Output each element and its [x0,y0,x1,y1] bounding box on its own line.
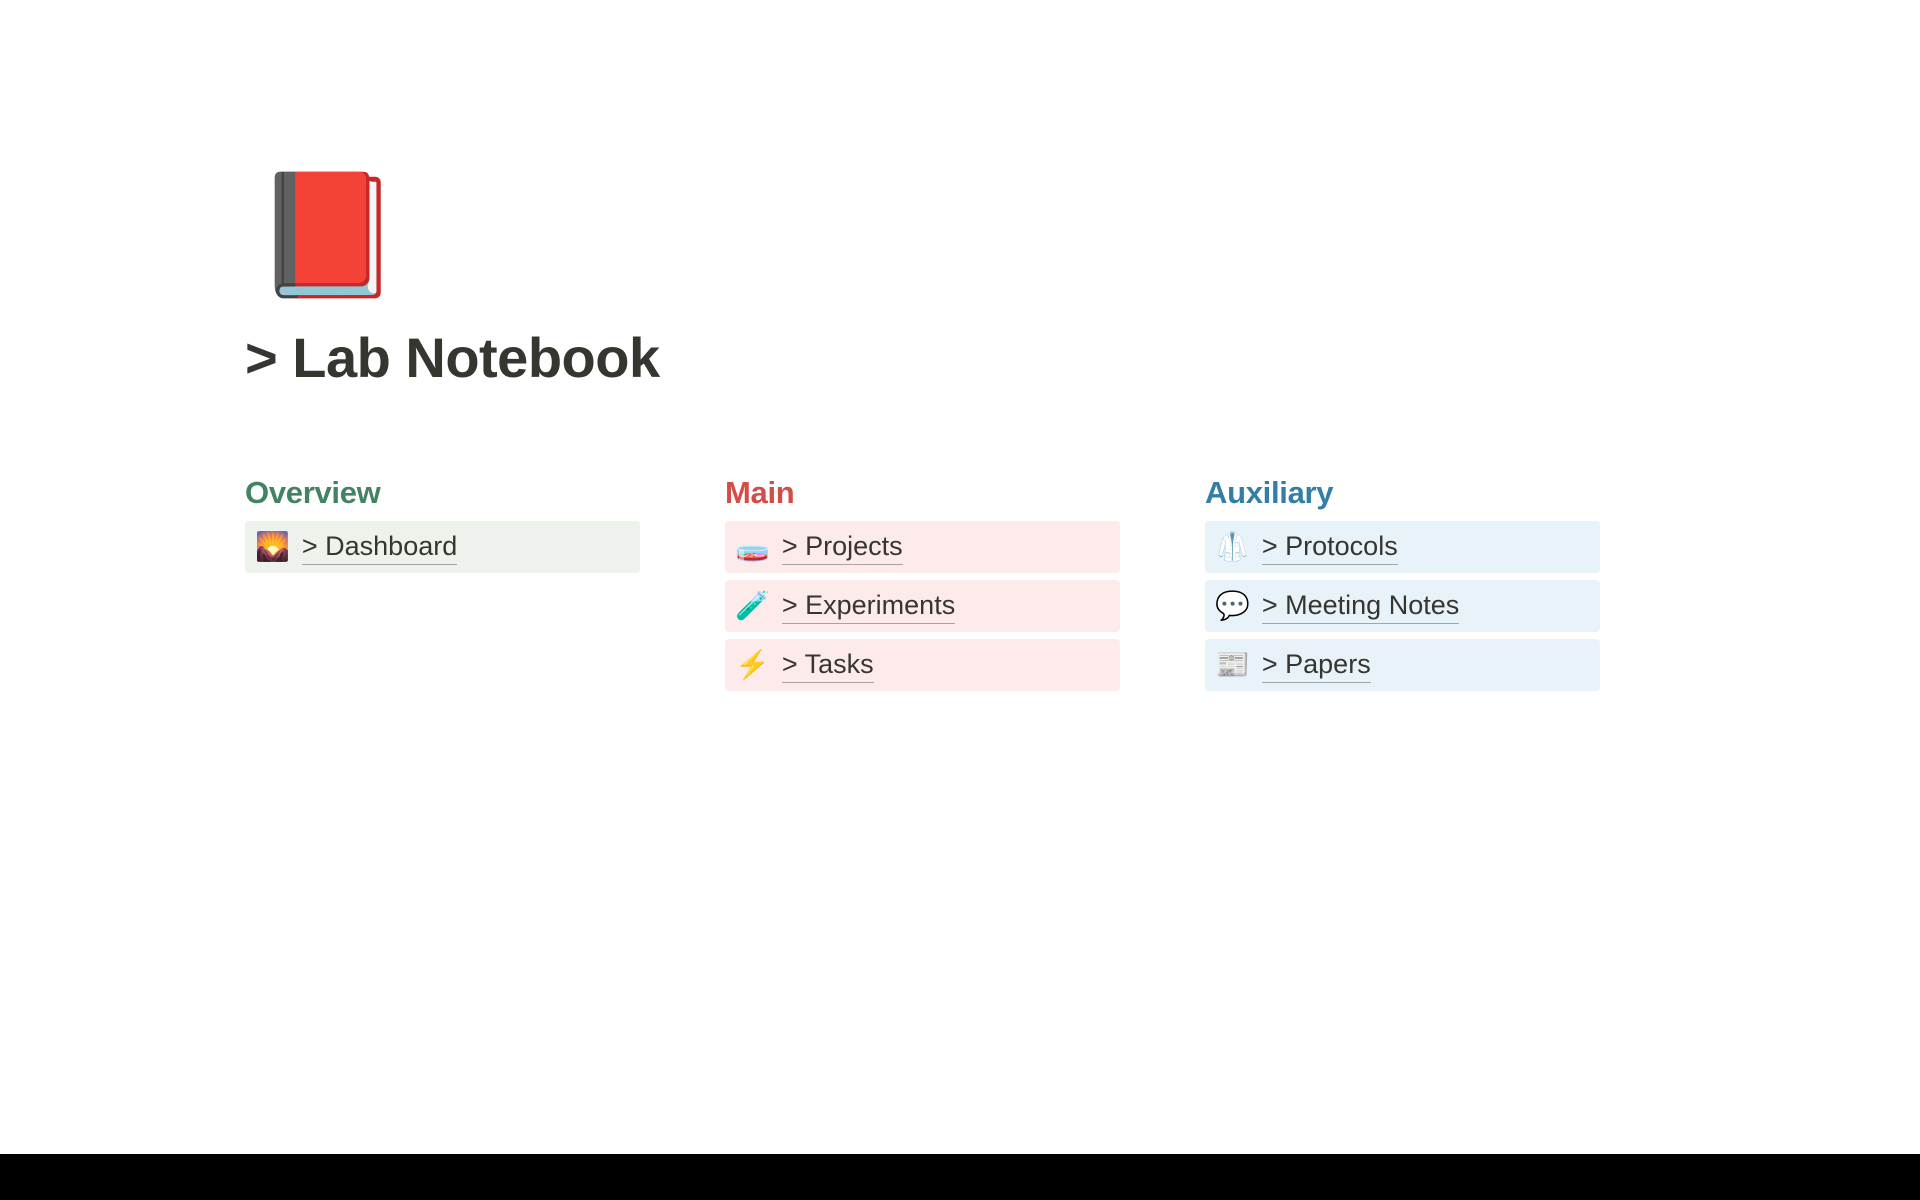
link-experiments[interactable]: 🧪 > Experiments [725,580,1120,632]
column-auxiliary: Auxiliary 🥼 > Protocols 💬 > Meeting Note… [1205,475,1600,698]
page-title[interactable]: > Lab Notebook [245,325,1675,390]
newspaper-icon: 📰 [1215,651,1250,679]
link-label: > Projects [782,529,903,565]
link-projects[interactable]: 🧫 > Projects [725,521,1120,573]
petri-dish-icon: 🧫 [735,533,770,561]
column-heading-overview: Overview [245,475,640,511]
column-heading-auxiliary: Auxiliary [1205,475,1600,511]
test-tube-icon: 🧪 [735,592,770,620]
page-icon[interactable]: 📕 [253,175,1675,295]
link-label: > Dashboard [302,529,457,565]
bottom-bar [0,1154,1920,1200]
link-protocols[interactable]: 🥼 > Protocols [1205,521,1600,573]
columns-row: Overview 🌄 > Dashboard Main 🧫 > Projects… [245,475,1675,698]
link-tasks[interactable]: ⚡ > Tasks [725,639,1120,691]
link-label: > Meeting Notes [1262,588,1459,624]
link-dashboard[interactable]: 🌄 > Dashboard [245,521,640,573]
page-container: 📕 > Lab Notebook Overview 🌄 > Dashboard … [0,0,1920,698]
lab-coat-icon: 🥼 [1215,533,1250,561]
link-meeting-notes[interactable]: 💬 > Meeting Notes [1205,580,1600,632]
column-overview: Overview 🌄 > Dashboard [245,475,640,698]
link-label: > Papers [1262,647,1371,683]
column-heading-main: Main [725,475,1120,511]
link-label: > Tasks [782,647,874,683]
lightning-icon: ⚡ [735,651,770,679]
link-label: > Protocols [1262,529,1398,565]
sunrise-icon: 🌄 [255,533,290,561]
link-papers[interactable]: 📰 > Papers [1205,639,1600,691]
speech-bubble-icon: 💬 [1215,592,1250,620]
column-main: Main 🧫 > Projects 🧪 > Experiments ⚡ > Ta… [725,475,1120,698]
link-label: > Experiments [782,588,955,624]
